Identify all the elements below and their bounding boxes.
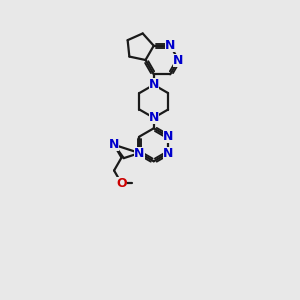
Text: N: N xyxy=(134,146,145,160)
Text: N: N xyxy=(148,111,159,124)
Text: N: N xyxy=(173,53,184,67)
Text: N: N xyxy=(148,78,159,91)
Text: O: O xyxy=(116,177,127,190)
Text: N: N xyxy=(165,39,175,52)
Text: N: N xyxy=(163,130,173,143)
Text: N: N xyxy=(109,138,119,151)
Text: N: N xyxy=(163,146,173,160)
